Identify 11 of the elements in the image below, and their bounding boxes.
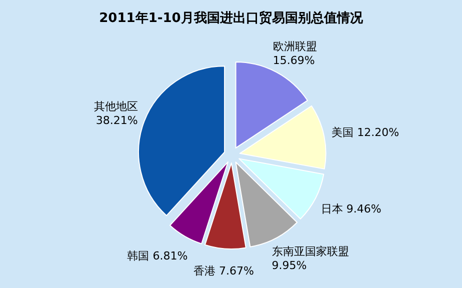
data-label: 15.69%: [272, 54, 315, 67]
slice-label: 美国 12.20%: [332, 126, 400, 139]
slice-label: 香港 7.67%: [193, 264, 254, 278]
data-label: 38.21%: [96, 114, 138, 128]
slice-label: 东南亚国家联盟: [272, 244, 349, 258]
chart-title: 2011年1-10月我国进出口贸易国别总值情况: [99, 10, 364, 26]
slice-label: 欧洲联盟: [272, 40, 317, 53]
data-label: 9.95%: [272, 258, 307, 272]
slice-label: 日本 9.46%: [320, 202, 382, 216]
slice-label: 韩国 6.81%: [127, 249, 188, 262]
slice-label: 其他地区: [94, 100, 138, 114]
